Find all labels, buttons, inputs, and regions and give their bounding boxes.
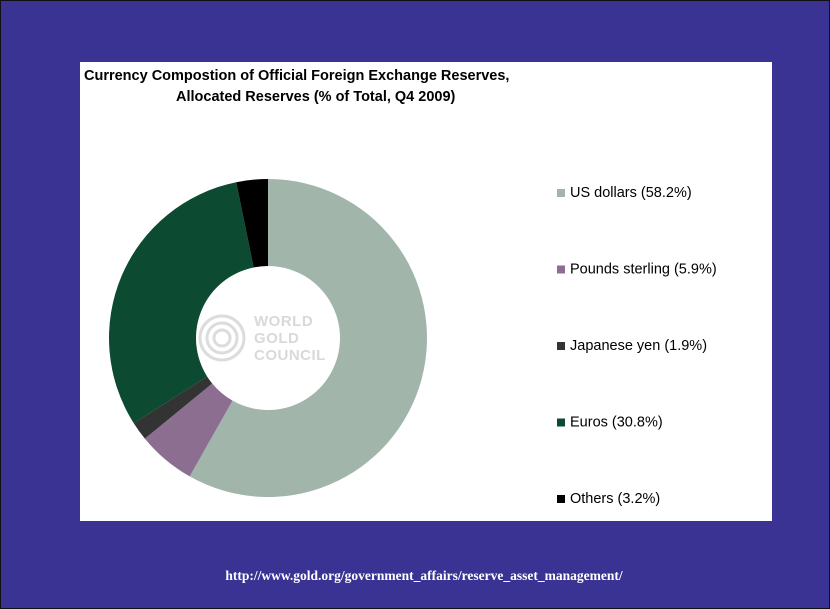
watermark-ring [198,314,246,362]
donut-slice [189,179,427,497]
legend-swatch [557,418,565,427]
chart-title: Currency Compostion of Official Foreign … [84,68,509,84]
watermark-text: COUNCIL [254,347,326,364]
donut-slice [144,383,233,477]
watermark-ring [212,328,232,348]
legend-swatch [557,189,565,197]
legend: US dollars (58.2%) Pounds sterling (5.9%)… [557,185,717,507]
watermark: WORLD GOLD COUNCIL [198,313,326,364]
legend-label: Others (3.2%) [570,491,660,507]
legend-label: Euros (30.8%) [570,414,663,430]
chart-subtitle: Allocated Reserves (% of Total, Q4 2009) [176,89,456,105]
legend-swatch [557,495,565,503]
source-url[interactable]: http://www.gold.org/government_affairs/r… [225,568,622,583]
watermark-ring [205,321,239,355]
legend-swatch [557,342,565,350]
donut-slice [109,182,254,424]
donut-slice [133,376,213,439]
legend-swatch [557,265,565,274]
legend-label: US dollars (58.2%) [570,185,692,201]
donut-slice [236,179,268,268]
legend-label: Japanese yen (1.9%) [570,338,707,354]
watermark-text: WORLD [254,313,313,330]
donut [109,179,427,497]
legend-label: Pounds sterling (5.9%) [570,261,717,277]
watermark-text: GOLD [254,330,299,347]
